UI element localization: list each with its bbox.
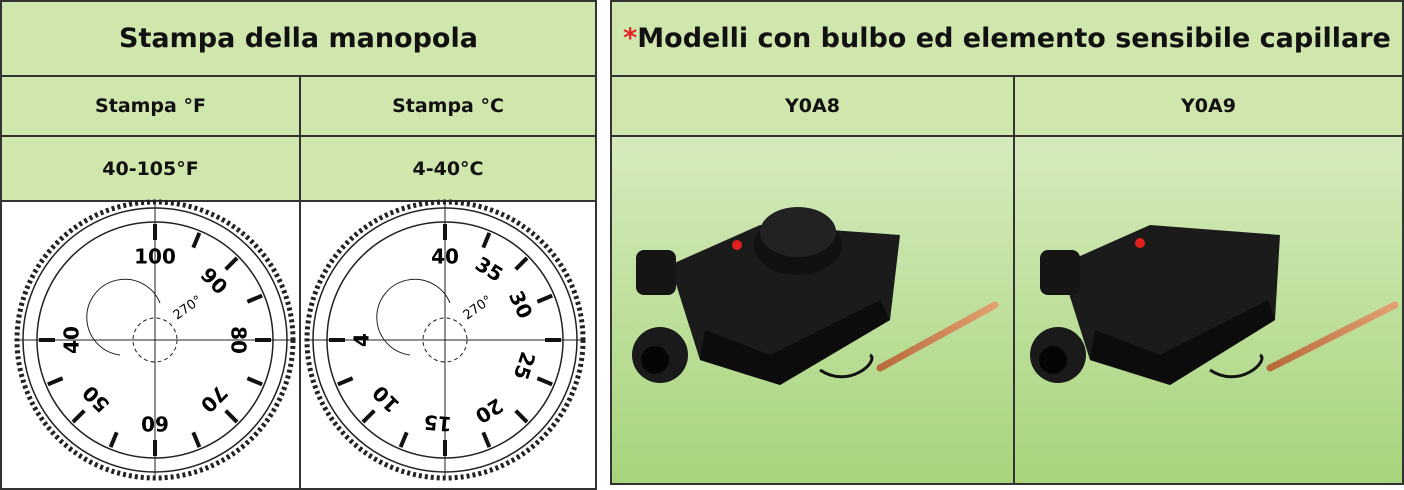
dial-cell bbox=[299, 200, 597, 490]
dial-tick bbox=[514, 256, 529, 271]
dial-tick bbox=[361, 409, 376, 424]
dial-tick bbox=[224, 256, 239, 271]
col-header: Stampa °C bbox=[299, 75, 597, 137]
dial-label: 20 bbox=[471, 393, 507, 428]
image-cell bbox=[610, 135, 1015, 485]
left-title: Stampa della manopola bbox=[0, 0, 597, 77]
dial-label: 40 bbox=[431, 245, 459, 269]
dial-label: 60 bbox=[141, 412, 169, 436]
dial-tick bbox=[191, 232, 202, 249]
dial-tick bbox=[246, 293, 263, 304]
shaft bbox=[422, 317, 468, 363]
dial-tick bbox=[71, 409, 86, 424]
shaft bbox=[132, 317, 178, 363]
angle-arc bbox=[86, 278, 161, 356]
dial-tick bbox=[481, 431, 492, 448]
dial-label: 80 bbox=[227, 326, 251, 354]
range: 4-40°C bbox=[299, 135, 597, 202]
dial-tick bbox=[514, 409, 529, 424]
col-header: Y0A9 bbox=[1013, 75, 1404, 137]
image-cell bbox=[1013, 135, 1404, 485]
dial-tick bbox=[337, 376, 354, 387]
dial-label: 30 bbox=[504, 287, 538, 322]
dial-tick bbox=[481, 232, 492, 249]
dial-label: 4 bbox=[350, 333, 374, 347]
angle-label: 270° bbox=[461, 293, 495, 323]
col-header: Y0A8 bbox=[610, 75, 1015, 137]
dial-label: 40 bbox=[60, 326, 84, 354]
dial-tick bbox=[536, 293, 553, 304]
dial-tick bbox=[246, 376, 263, 387]
angle-arc bbox=[376, 278, 451, 356]
asterisk: * bbox=[623, 23, 638, 54]
dial-label: 25 bbox=[509, 349, 540, 383]
dial-tick bbox=[536, 376, 553, 387]
dial-label: 15 bbox=[423, 410, 453, 436]
dial-label: 100 bbox=[134, 245, 176, 269]
right-title: * Modelli con bulbo ed elemento sensibile… bbox=[610, 0, 1404, 77]
dial-label: 35 bbox=[471, 252, 507, 287]
dial-tick bbox=[108, 431, 119, 448]
dial-tick bbox=[398, 431, 409, 448]
title-text: Modelli con bulbo ed elemento sensibile … bbox=[637, 23, 1391, 54]
angle-label: 270° bbox=[171, 293, 205, 323]
dial-tick bbox=[224, 409, 239, 424]
dial-tick bbox=[47, 376, 64, 387]
dial-tick bbox=[191, 431, 202, 448]
